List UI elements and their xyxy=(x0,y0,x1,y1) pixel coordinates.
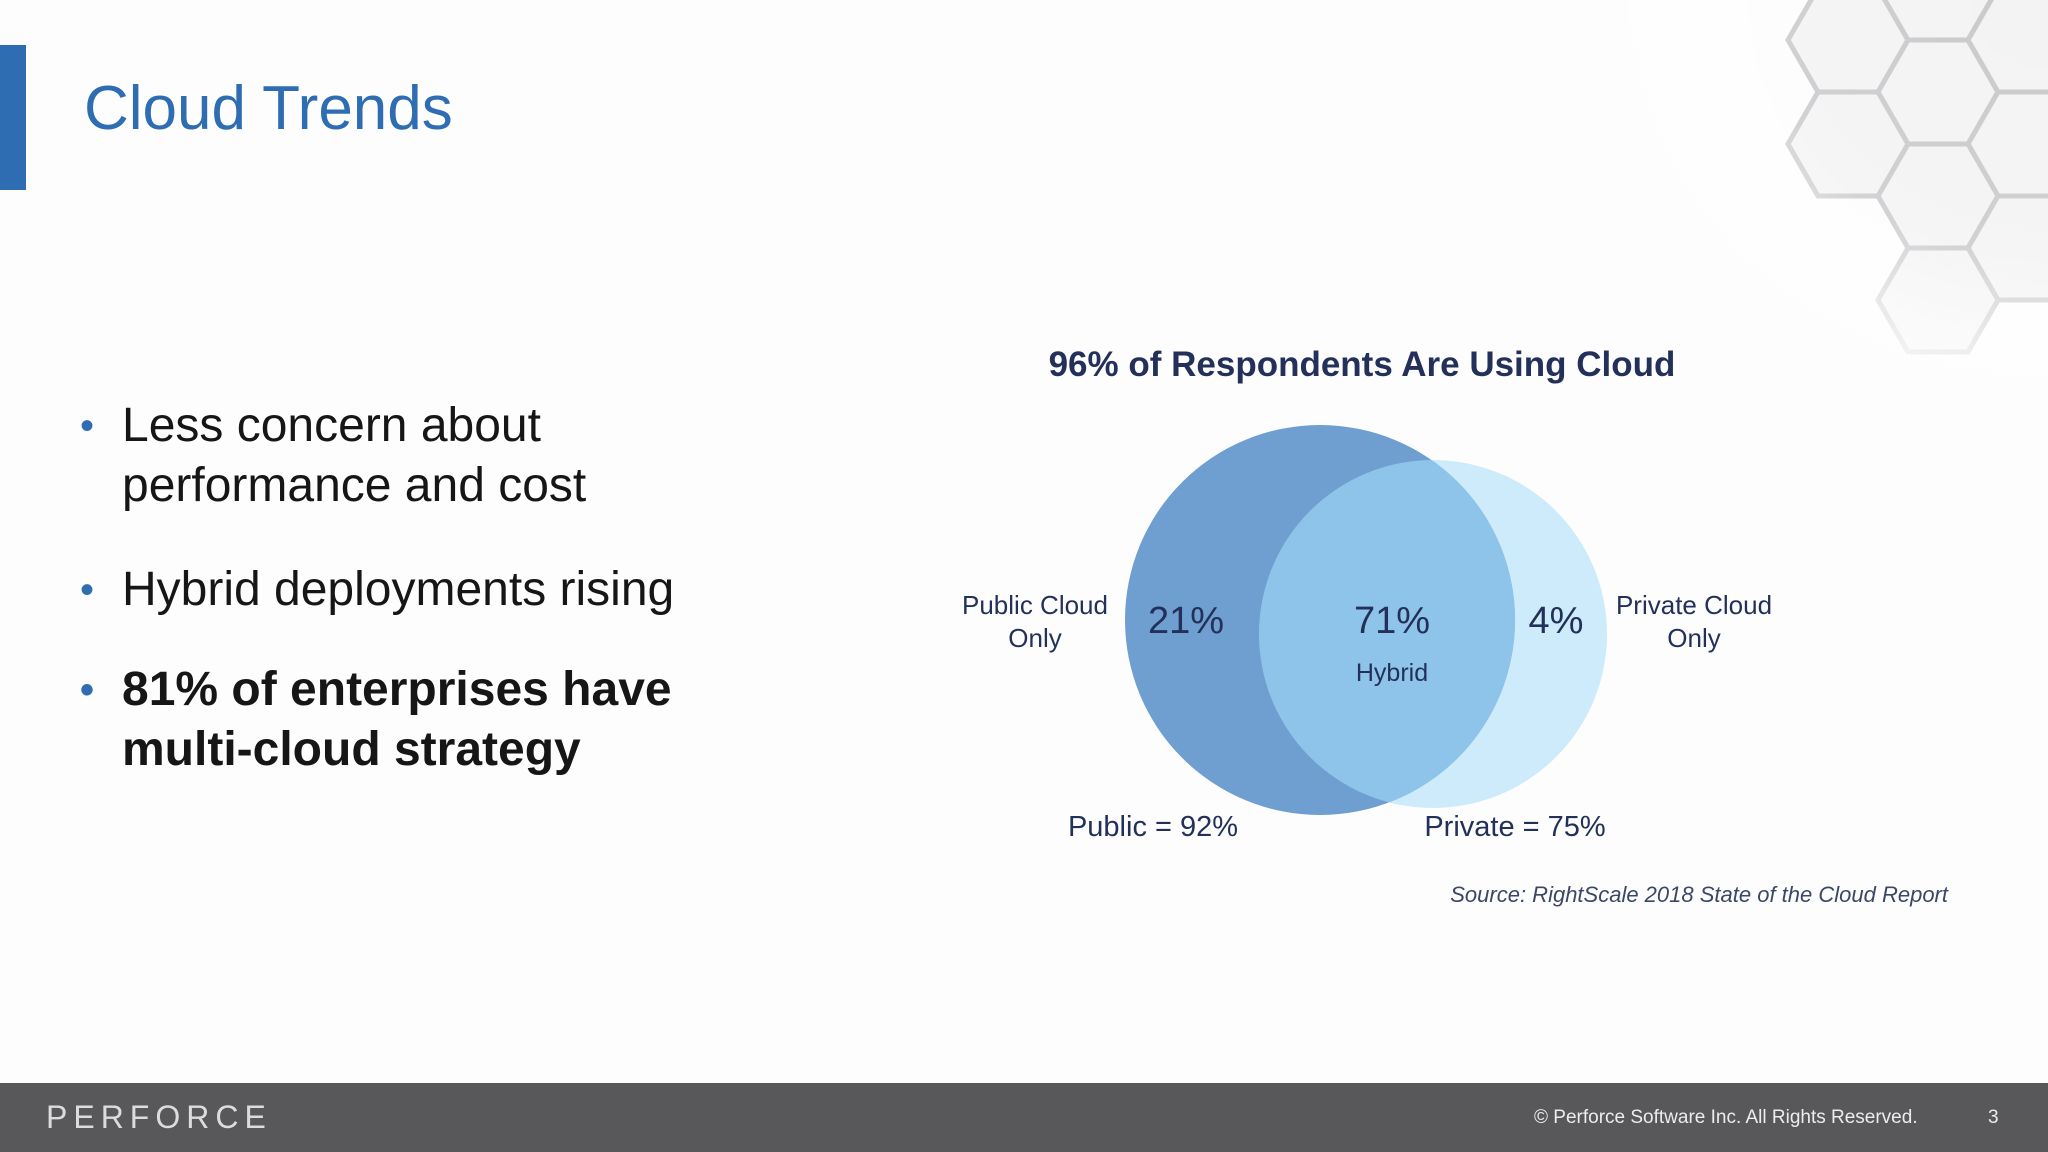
perforce-logo: PERFORCE xyxy=(46,1099,272,1135)
hexagon-pattern-decoration xyxy=(1628,0,2048,380)
bullet-list: • Less concern about performance and cos… xyxy=(80,396,780,780)
public-only-label-line2: Only xyxy=(1008,623,1061,653)
bullet-item: • 81% of enterprises have multi-cloud st… xyxy=(80,660,780,780)
bullet-dot: • xyxy=(80,668,95,712)
bullet-dot: • xyxy=(80,568,95,612)
hybrid-percent: 71% xyxy=(1354,600,1430,642)
footer-bar: PERFORCE © Perforce Software Inc. All Ri… xyxy=(0,1083,2048,1152)
page-number: 3 xyxy=(1988,1107,1999,1128)
bullet-text: 81% of enterprises have multi-cloud stra… xyxy=(122,663,672,776)
bullet-item: • Hybrid deployments rising xyxy=(80,560,780,620)
private-only-label-line2: Only xyxy=(1667,623,1720,653)
private-total-label: Private = 75% xyxy=(1424,811,1605,843)
public-only-percent: 21% xyxy=(1148,600,1224,642)
venn-title: 96% of Respondents Are Using Cloud xyxy=(1049,345,1676,384)
hybrid-label: Hybrid xyxy=(1356,659,1428,687)
copyright-notice: © Perforce Software Inc. All Rights Rese… xyxy=(1534,1107,1918,1128)
bullet-dot: • xyxy=(80,404,95,448)
title-accent-bar xyxy=(0,45,26,190)
source-citation: Source: RightScale 2018 State of the Clo… xyxy=(1450,882,1949,907)
private-only-label-line1: Private Cloud xyxy=(1616,590,1772,620)
venn-diagram: 96% of Respondents Are Using Cloud Publi… xyxy=(962,345,1949,907)
private-only-percent: 4% xyxy=(1529,600,1584,642)
bullet-text: Less concern about performance and cost xyxy=(122,399,587,512)
slide-title: Cloud Trends xyxy=(84,74,453,143)
bullet-text: Hybrid deployments rising xyxy=(122,563,675,616)
bullet-item: • Less concern about performance and cos… xyxy=(80,396,780,516)
public-total-label: Public = 92% xyxy=(1068,811,1238,843)
hybrid-overlap xyxy=(1259,460,1515,808)
public-only-label-line1: Public Cloud xyxy=(962,590,1108,620)
